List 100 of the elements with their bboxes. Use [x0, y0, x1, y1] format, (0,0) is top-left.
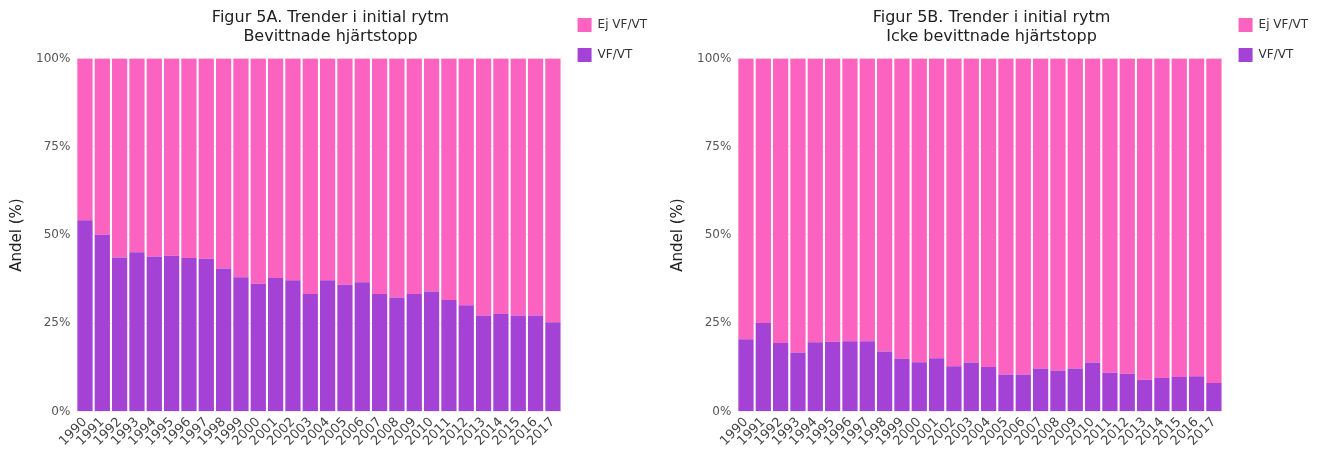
bar [389, 297, 405, 412]
bar [1050, 58, 1066, 371]
bar [216, 268, 232, 412]
y-tick-label: 75% [43, 138, 71, 153]
bar [267, 58, 284, 279]
bar [302, 58, 318, 294]
y-tick-label: 25% [704, 315, 732, 330]
chart-subtitle: Icke bevittnade hjärtstopp [886, 25, 1097, 45]
bar [337, 58, 353, 285]
y-tick-label: 25% [43, 315, 71, 330]
bar [928, 358, 945, 412]
bar [510, 58, 526, 316]
bar [946, 366, 962, 412]
bar [911, 58, 927, 363]
bar [1015, 58, 1031, 375]
bar [371, 58, 388, 294]
bar [181, 58, 197, 258]
bar [946, 58, 962, 367]
y-tick-label: 50% [43, 227, 71, 242]
bar [1067, 368, 1083, 412]
bar [423, 291, 440, 412]
bar [164, 58, 180, 256]
bar [842, 58, 858, 342]
y-tick-label: 0% [712, 403, 732, 418]
bar [527, 58, 544, 316]
bar [738, 339, 754, 412]
bar [354, 58, 370, 283]
bar [337, 284, 353, 412]
bar [1015, 374, 1031, 412]
bar [164, 255, 180, 412]
bar [233, 277, 249, 412]
bar [77, 220, 93, 412]
chart-subtitle: Bevittnade hjärtstopp [243, 25, 418, 45]
bar [894, 58, 910, 359]
bar [963, 362, 979, 412]
chart-title: Figur 5A. Trender i initial rytm [211, 6, 450, 26]
bar [475, 315, 492, 412]
bar [250, 58, 266, 284]
bar [877, 58, 893, 352]
bar [198, 258, 214, 412]
bar [1119, 58, 1135, 374]
bar [77, 58, 93, 221]
bar [859, 341, 875, 412]
bar [406, 293, 422, 412]
bar [1171, 376, 1187, 412]
bar [493, 314, 509, 412]
bar [458, 58, 474, 306]
bar [773, 58, 789, 344]
bar [1067, 58, 1083, 369]
bar [250, 283, 266, 412]
bar [94, 234, 110, 412]
bar [285, 280, 301, 412]
chart-title: Figur 5B. Trender i initial rytm [872, 6, 1111, 26]
bar [1154, 58, 1170, 379]
y-axis-title: Andel (%) [667, 198, 686, 272]
bar [354, 282, 370, 412]
bar [233, 58, 249, 278]
bar [267, 278, 284, 412]
bar [773, 343, 789, 412]
bar [198, 58, 214, 259]
bar [423, 58, 440, 292]
bar [825, 58, 841, 342]
y-tick-label: 75% [704, 138, 732, 153]
bar [94, 58, 110, 235]
bar [980, 58, 997, 368]
bar [1136, 58, 1153, 380]
legend-label: VF/VT [1258, 47, 1294, 62]
bar [129, 58, 145, 253]
bar [894, 358, 910, 412]
bar [1119, 373, 1135, 412]
bar [371, 293, 388, 412]
bar [441, 299, 457, 412]
bar [406, 58, 422, 294]
bar [1188, 376, 1205, 412]
bar [441, 58, 457, 300]
bar [928, 58, 945, 359]
bar [285, 58, 301, 281]
bar [1050, 370, 1066, 412]
bar [181, 257, 197, 412]
bar [545, 58, 561, 323]
bar [112, 58, 128, 258]
bar [1171, 58, 1187, 377]
bar [842, 341, 858, 412]
bar [493, 58, 509, 315]
bar [146, 256, 162, 412]
bar [1032, 58, 1049, 369]
y-tick-label: 50% [704, 227, 732, 242]
bar [1188, 58, 1205, 377]
y-axis-title: Andel (%) [6, 198, 25, 272]
bar [877, 351, 893, 412]
bar [790, 58, 806, 353]
bar [738, 58, 754, 340]
bar [319, 58, 336, 281]
bar [911, 362, 927, 412]
bar [963, 58, 979, 363]
bar [998, 58, 1014, 375]
bar [112, 257, 128, 412]
bar [755, 58, 771, 323]
bar [129, 252, 145, 412]
bar [1102, 372, 1118, 412]
